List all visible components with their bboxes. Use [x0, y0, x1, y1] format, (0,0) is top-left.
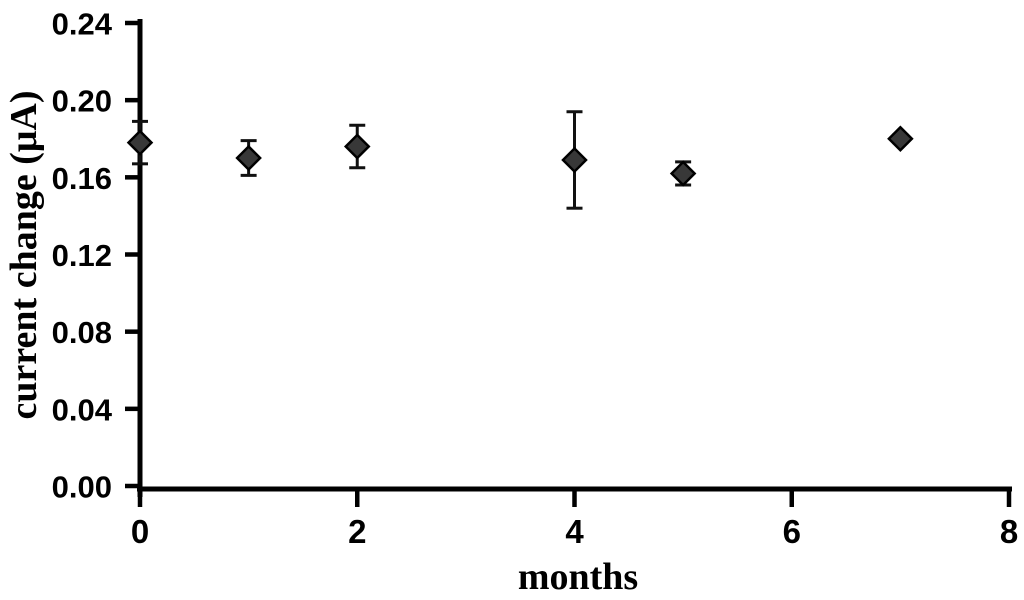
- x-tick-label: 8: [1000, 513, 1018, 550]
- y-tick-label: 0.00: [52, 469, 112, 504]
- x-tick-label: 0: [131, 513, 149, 550]
- data-point-diamond: [887, 125, 914, 153]
- data-point-diamond: [235, 144, 262, 172]
- y-axis-title: current change (μA): [3, 91, 45, 420]
- y-tick-label: 0.12: [52, 238, 112, 273]
- y-tick-label: 0.08: [52, 315, 112, 350]
- data-series: [126, 110, 914, 210]
- x-tick-label: 2: [348, 513, 366, 550]
- y-tick-label: 0.16: [52, 161, 112, 196]
- data-point-diamond: [561, 146, 588, 174]
- y-tick-label: 0.24: [52, 6, 113, 41]
- data-point-diamond: [343, 133, 371, 160]
- data-point-diamond: [669, 160, 697, 187]
- y-tick-label: 0.20: [52, 84, 112, 119]
- y-tick-label: 0.04: [52, 392, 113, 427]
- x-axis-title: months: [518, 556, 638, 598]
- x-tick-label: 4: [565, 513, 584, 550]
- x-tick-label: 6: [783, 513, 801, 550]
- axes: 0.00 0.04 0.08 0.12 0.16 0.20 0.24 0 2 4 6 8: [52, 6, 1019, 550]
- data-point-diamond: [126, 129, 154, 156]
